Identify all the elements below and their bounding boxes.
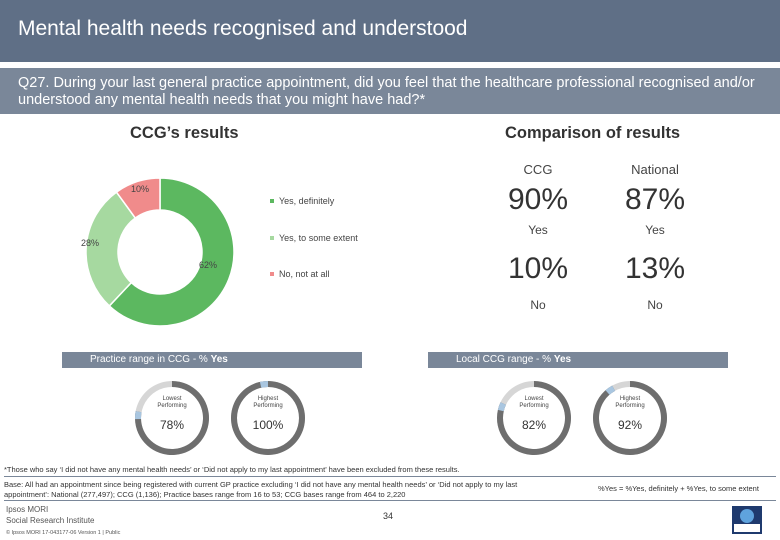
copyright: © Ipsos MORI 17-043177-06 Version 1 | Pu… [6, 530, 121, 536]
practice-lowest-value: 78% [159, 418, 185, 432]
footer-divider [4, 476, 776, 477]
brand-name: Ipsos MORI [6, 505, 49, 514]
footer-divider-2 [4, 500, 776, 501]
local-lowest-label: Lowest Performing [519, 396, 549, 409]
national-yes-label: Yes [645, 223, 665, 237]
practice-range-label-bold: Yes [210, 354, 228, 365]
ccg-donut-chart: 62% 28% 10% [81, 177, 235, 327]
local-highest-label: Highest Performing [615, 396, 645, 409]
page-number: 34 [383, 511, 394, 521]
gauge-marker [605, 385, 616, 395]
practice-highest-gauge [230, 381, 305, 455]
gauge-marker [497, 402, 506, 412]
slice-label-yes-definitely: 62% [199, 260, 217, 270]
ccg-yes-label: Yes [528, 223, 548, 237]
donut-slice-yes-definitely [108, 177, 235, 327]
legend-item-no: No, not at all [270, 269, 330, 279]
donut-slice-no [115, 177, 161, 220]
legend-label: Yes, definitely [279, 196, 335, 206]
comparison-heading: Comparison of results [505, 124, 681, 142]
base-text: Base: All had an appointment since being… [4, 480, 518, 499]
local-highest-value: 92% [617, 418, 643, 432]
national-no-label: No [647, 298, 663, 312]
legend-label: Yes, to some extent [279, 233, 358, 243]
brand-subtitle: Social Research Institute [6, 516, 95, 525]
slice-label-yes-some-extent: 28% [81, 238, 99, 248]
question-text: Q27. During your last general practice a… [18, 75, 755, 108]
donut-slice-yes-some-extent [85, 191, 137, 308]
ccg-no-value: 10% [507, 252, 569, 285]
local-highest-gauge [592, 381, 667, 455]
ccg-yes-value: 90% [507, 183, 569, 216]
practice-highest-value: 100% [252, 418, 284, 432]
national-no-value: 13% [624, 252, 686, 285]
practice-highest-label: Highest Performing [253, 396, 283, 409]
comparison-col-national: National [631, 162, 679, 177]
legend-item-yes-definitely: Yes, definitely [270, 196, 334, 206]
local-range-label: Local CCG range - % [456, 354, 554, 365]
ipsos-logo-icon [732, 506, 762, 534]
slice-label-no: 10% [131, 184, 149, 194]
national-yes-value: 87% [624, 183, 686, 216]
ccg-results-heading: CCG’s results [130, 124, 239, 142]
practice-lowest-label: Lowest Performing [157, 396, 187, 409]
gauge-marker [135, 411, 142, 420]
legend-swatch [270, 236, 274, 240]
local-range-label-bold: Yes [553, 354, 572, 365]
logo-band [734, 524, 760, 532]
local-range-bar: Local CCG range - % Yes [428, 352, 728, 368]
yes-formula: %Yes = %Yes, definitely + %Yes, to some … [598, 484, 759, 493]
ccg-no-label: No [530, 298, 546, 312]
local-lowest-value: 82% [521, 418, 547, 432]
practice-range-label: Practice range in CCG - % [90, 354, 211, 365]
legend-swatch [270, 199, 274, 203]
exclusion-footnote: *Those who say ‘I did not have any menta… [4, 465, 460, 474]
question-bar [0, 68, 780, 114]
page-title: Mental health needs recognised and under… [18, 17, 468, 40]
legend-swatch [270, 272, 274, 276]
gauge-marker [259, 381, 268, 388]
title-bar [0, 0, 780, 62]
practice-lowest-gauge [134, 381, 209, 455]
legend-item-yes-some-extent: Yes, to some extent [270, 233, 358, 243]
local-lowest-gauge [496, 381, 571, 455]
comparison-col-ccg: CCG [523, 162, 553, 177]
practice-range-bar: Practice range in CCG - % Yes [62, 352, 362, 368]
legend-label: No, not at all [279, 269, 330, 279]
logo-circle [740, 509, 754, 523]
